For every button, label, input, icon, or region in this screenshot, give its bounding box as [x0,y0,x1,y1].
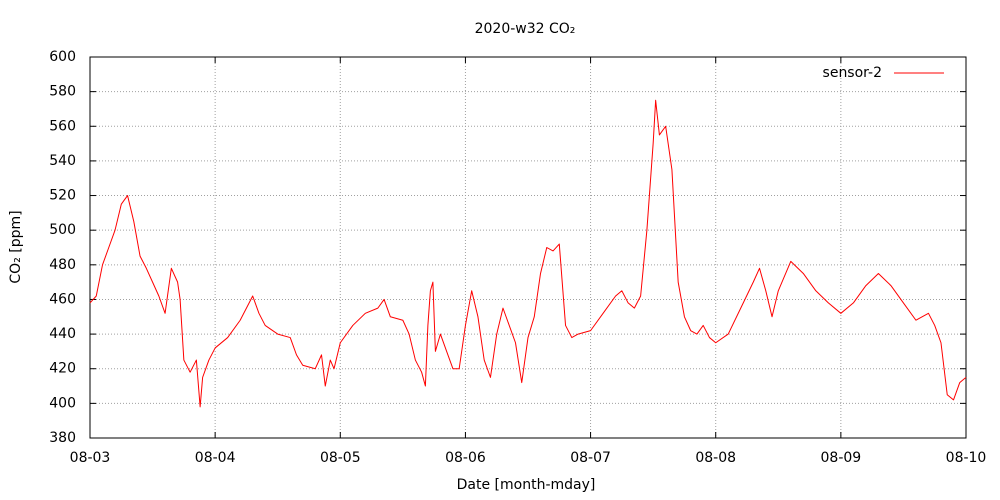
y-tick-label: 600 [49,49,76,65]
x-tick-label: 08-10 [946,450,987,466]
y-tick-label: 540 [49,153,76,169]
x-tick-label: 08-07 [570,450,611,466]
plot-frame [89,56,967,439]
x-axis-label: Date [month-mday] [457,477,596,493]
x-tick-label: 08-03 [70,450,111,466]
y-tick-label: 380 [49,430,76,446]
x-tick-label: 08-08 [695,450,736,466]
chart-title: 2020-w32 CO₂ [475,21,576,37]
x-tick-label: 08-04 [195,450,236,466]
y-axis-label: CO₂ [ppm] [8,210,24,283]
y-tick-label: 440 [49,326,76,342]
x-tick-label: 08-05 [320,450,361,466]
y-tick-label: 460 [49,291,76,307]
y-tick-label: 420 [49,361,76,377]
y-tick-label: 580 [49,84,76,100]
x-tick-label: 08-06 [445,450,486,466]
legend-label: sensor-2 [823,65,882,81]
y-tick-label: 560 [49,118,76,134]
y-tick-label: 480 [49,257,76,273]
data-line [89,99,967,408]
x-tick-label: 08-09 [821,450,862,466]
y-tick-label: 400 [49,395,76,411]
y-tick-label: 500 [49,222,76,238]
y-tick-label: 520 [49,188,76,204]
